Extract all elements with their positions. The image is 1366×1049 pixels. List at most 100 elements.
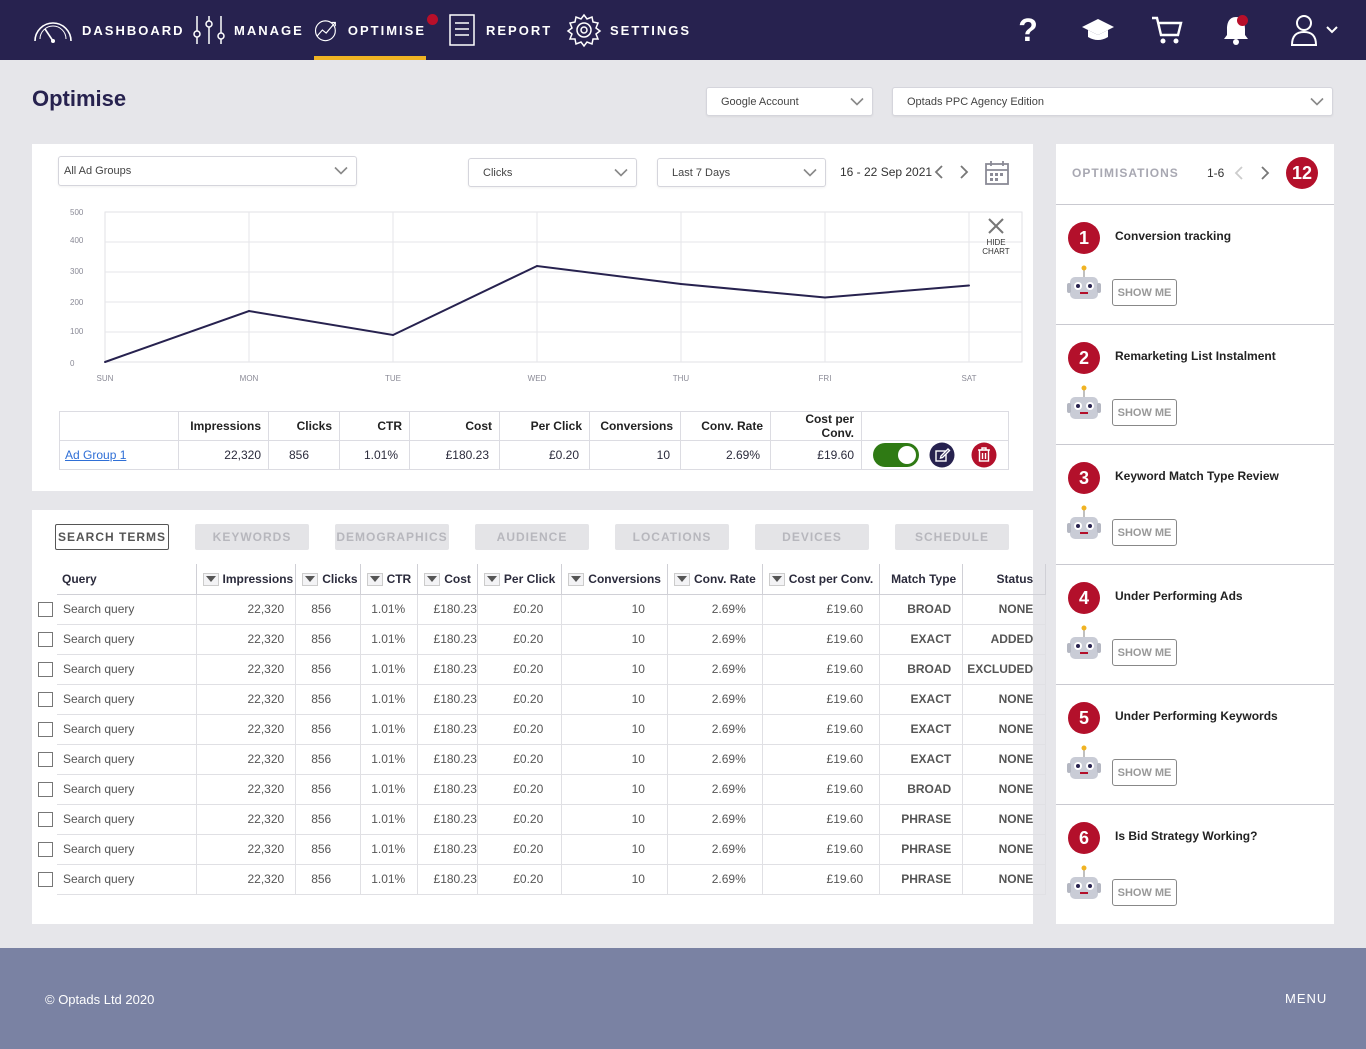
data-point	[392, 334, 394, 336]
nav-manage[interactable]: MANAGE	[192, 0, 304, 60]
cart-icon[interactable]	[1149, 12, 1185, 48]
cost-cell: £180.23	[417, 654, 478, 685]
impressions-cell: 22,320	[196, 654, 297, 685]
nav-optimise[interactable]: OPTIMISE	[314, 0, 426, 60]
col-conversions[interactable]: Conversions	[561, 564, 668, 595]
cart-glyph	[1152, 16, 1183, 44]
optimisation-item: 4 Under Performing Ads SHOW ME	[1056, 564, 1334, 684]
chevron-left-icon[interactable]	[1233, 166, 1245, 180]
col-status[interactable]: Status	[962, 564, 1047, 595]
status-cell: EXCLUDED	[962, 654, 1047, 685]
nav-settings[interactable]: SETTINGS	[566, 0, 691, 60]
tab-devices[interactable]: DEVICES	[755, 524, 869, 550]
metric-select[interactable]: Clicks	[468, 158, 637, 187]
tab-demographics[interactable]: DEMOGRAPHICS	[335, 524, 449, 550]
ctr-cell: 1.01%	[360, 594, 419, 625]
nav-optimise-label: OPTIMISE	[347, 22, 426, 38]
row-checkbox[interactable]	[38, 812, 53, 827]
col-ctr[interactable]: CTR	[360, 564, 419, 595]
gear-icon	[566, 13, 602, 48]
row-checkbox[interactable]	[38, 842, 53, 857]
table-header-row: Query Impressions Clicks CTR Cost Per Cl…	[57, 564, 1047, 595]
tab-audience[interactable]: AUDIENCE	[475, 524, 589, 550]
row-checkbox[interactable]	[38, 692, 53, 707]
per-click-cell: £0.20	[477, 714, 563, 745]
robot-icon	[1067, 865, 1101, 899]
hide-chart-button[interactable]: HIDE CHART	[970, 212, 1022, 272]
enable-toggle[interactable]	[873, 443, 919, 467]
sort-icon[interactable]	[366, 572, 383, 586]
chevron-right-icon[interactable]	[1259, 166, 1271, 180]
trash-icon[interactable]	[971, 442, 997, 468]
sort-icon[interactable]	[768, 572, 785, 586]
chevron-left-icon[interactable]	[933, 165, 945, 179]
tab-locations[interactable]: LOCATIONS	[615, 524, 729, 550]
col-query[interactable]: Query	[57, 564, 197, 595]
calendar-icon[interactable]	[984, 160, 1010, 186]
adgroup-select[interactable]: All Ad Groups	[58, 156, 357, 186]
clicks-cell: 856	[295, 594, 361, 625]
col-per-click[interactable]: Per Click	[477, 564, 563, 595]
chevron-down-icon	[803, 168, 817, 177]
row-checkbox[interactable]	[38, 632, 53, 647]
row-checkbox[interactable]	[38, 662, 53, 677]
match-type-cell: BROAD	[879, 774, 964, 805]
sort-icon[interactable]	[424, 572, 441, 586]
optimisations-range: 1-6	[1207, 166, 1225, 180]
user-menu[interactable]	[1284, 12, 1344, 48]
show-me-button[interactable]: SHOW ME	[1112, 759, 1177, 786]
show-me-button[interactable]: SHOW ME	[1112, 879, 1177, 906]
sort-icon[interactable]	[568, 572, 585, 586]
gauge-icon	[34, 22, 72, 43]
status-cell: NONE	[962, 804, 1047, 835]
col-match-type[interactable]: Match Type	[879, 564, 964, 595]
x-tick-label: FRI	[818, 374, 832, 383]
query-cell: Search query	[57, 834, 197, 865]
optimisation-number: 5	[1068, 702, 1100, 734]
chevron-right-icon[interactable]	[958, 165, 970, 179]
edit-icon[interactable]	[929, 442, 955, 468]
edition-select[interactable]: Optads PPC Agency Edition	[892, 87, 1333, 116]
conv-rate-cell: 2.69%	[667, 804, 763, 835]
show-me-button[interactable]: SHOW ME	[1112, 279, 1177, 306]
x-tick-label: SUN	[96, 374, 114, 383]
row-checkbox[interactable]	[38, 602, 53, 617]
col-conv-rate[interactable]: Conv. Rate	[667, 564, 763, 595]
clicks-cell: 856	[295, 804, 361, 835]
summary-name-cell: Ad Group 1	[59, 440, 179, 470]
sort-icon[interactable]	[673, 572, 690, 586]
optimisation-item: 6 Is Bid Strategy Working? SHOW ME	[1056, 804, 1334, 924]
bell-notification-dot	[1237, 15, 1248, 26]
sort-icon[interactable]	[302, 572, 319, 586]
show-me-button[interactable]: SHOW ME	[1112, 519, 1177, 546]
account-select[interactable]: Google Account	[706, 87, 873, 116]
sort-icon[interactable]	[483, 572, 500, 586]
tab-search-terms[interactable]: SEARCH TERMS	[55, 524, 169, 550]
show-me-button[interactable]: SHOW ME	[1112, 639, 1177, 666]
conversions-cell: 10	[561, 594, 668, 625]
sort-icon[interactable]	[202, 572, 219, 586]
footer-menu-button[interactable]: MENU	[1285, 991, 1328, 1006]
help-icon[interactable]: ?	[1010, 12, 1046, 48]
nav-report[interactable]: REPORT	[448, 0, 552, 60]
conversions-cell: 10	[561, 774, 668, 805]
col-cost-per-conv[interactable]: Cost per Conv.	[762, 564, 881, 595]
row-checkbox[interactable]	[38, 782, 53, 797]
ad-group-link[interactable]: Ad Group 1	[65, 448, 127, 462]
table-body: Search query 22,320 856 1.01% £180.23 £0.20 10…	[57, 594, 1047, 895]
query-cell: Search query	[57, 864, 197, 895]
tab-keywords[interactable]: KEYWORDS	[195, 524, 309, 550]
row-checkbox[interactable]	[38, 752, 53, 767]
graduation-cap-icon[interactable]	[1080, 12, 1116, 48]
col-cost[interactable]: Cost	[417, 564, 478, 595]
nav-dashboard[interactable]: DASHBOARD	[32, 0, 185, 60]
optimisation-title: Under Performing Ads	[1115, 589, 1243, 603]
tab-schedule[interactable]: SCHEDULE	[895, 524, 1009, 550]
row-checkbox[interactable]	[38, 872, 53, 887]
show-me-button[interactable]: SHOW ME	[1112, 399, 1177, 426]
col-impressions[interactable]: Impressions	[196, 564, 297, 595]
period-select[interactable]: Last 7 Days	[657, 158, 826, 187]
col-clicks[interactable]: Clicks	[295, 564, 361, 595]
ctr-cell: 1.01%	[360, 864, 419, 895]
row-checkbox[interactable]	[38, 722, 53, 737]
